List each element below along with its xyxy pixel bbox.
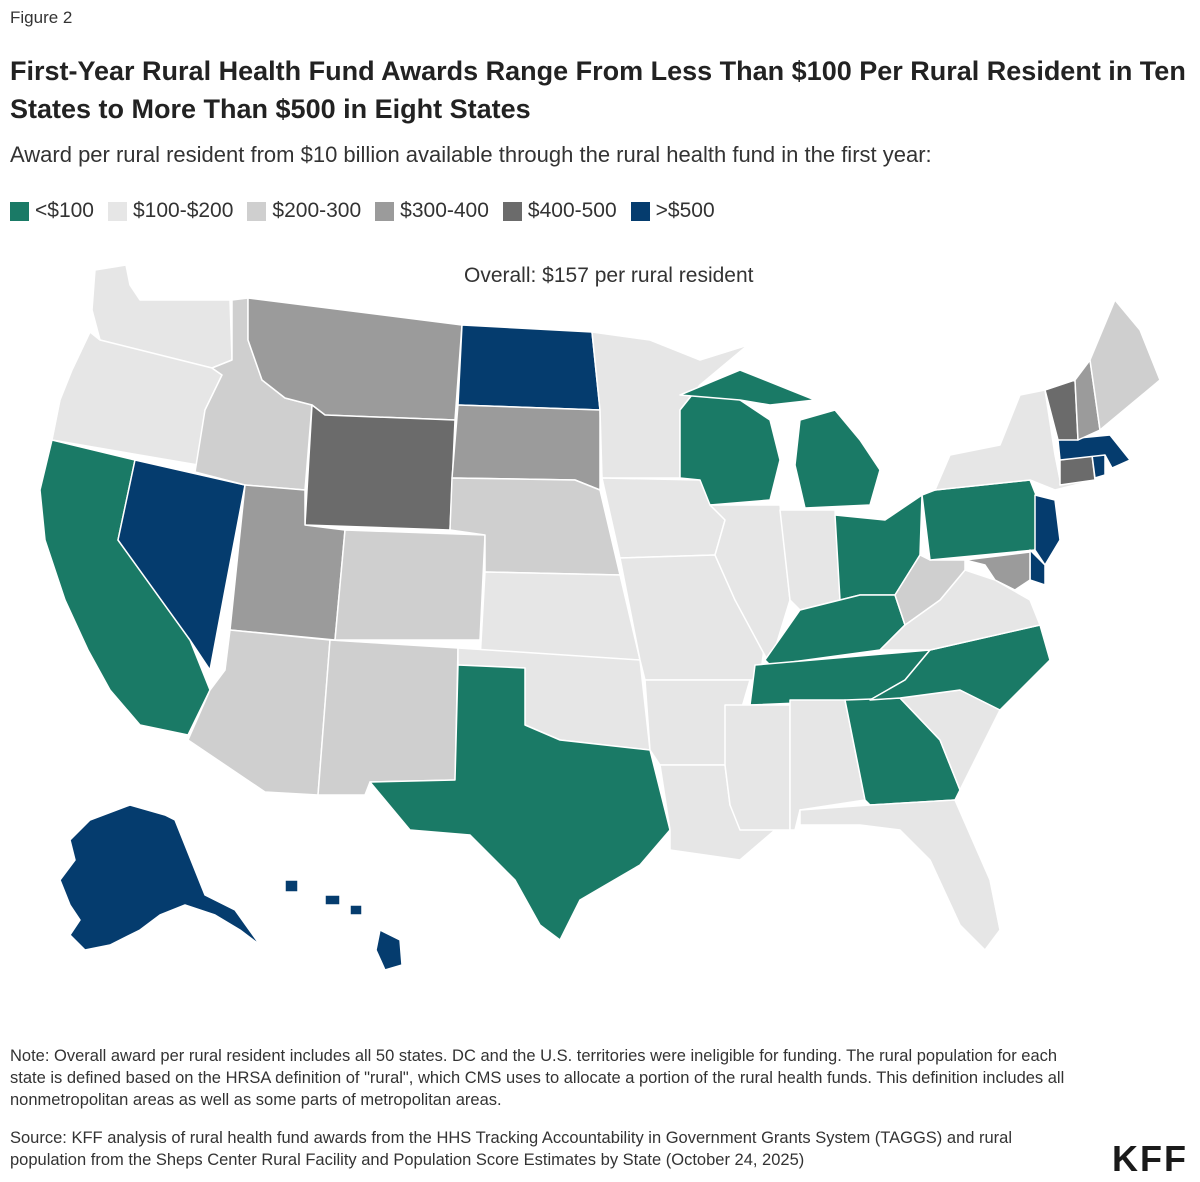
state-MI[interactable] xyxy=(679,369,881,509)
legend-label: $400-500 xyxy=(527,199,617,222)
legend-swatch xyxy=(375,201,395,221)
legend-label: >$500 xyxy=(655,199,715,222)
state-RI[interactable] xyxy=(1091,454,1106,479)
legend-swatch xyxy=(630,201,650,221)
figure-label: Figure 2 xyxy=(10,8,73,27)
state-MD[interactable] xyxy=(964,551,1031,591)
legend-item-over-500: >$500 xyxy=(630,199,715,223)
state-ME[interactable] xyxy=(1089,299,1161,431)
state-IN[interactable] xyxy=(779,509,841,611)
legend-item-300-400: $300-400 xyxy=(375,199,489,223)
legend-label: <$100 xyxy=(35,199,94,222)
legend-item-100-200: $100-$200 xyxy=(107,199,234,223)
state-ND[interactable] xyxy=(457,324,601,411)
state-WY[interactable] xyxy=(304,404,456,531)
overall-label: Overall: $157 per rural resident xyxy=(464,264,754,287)
state-HI[interactable] xyxy=(284,879,403,971)
chart-subtitle: Award per rural resident from $10 billio… xyxy=(10,142,932,167)
legend: <$100 $100-$200 $200-300 $300-400 $400-5… xyxy=(10,199,729,223)
kff-logo: KFF xyxy=(1112,1138,1188,1179)
legend-swatch xyxy=(10,201,29,221)
chart-source: Source: KFF analysis of rural health fun… xyxy=(10,1129,1013,1169)
state-WV[interactable] xyxy=(894,554,966,626)
state-MA[interactable] xyxy=(1057,434,1131,469)
legend-swatch xyxy=(107,201,127,221)
state-MS[interactable] xyxy=(724,704,791,831)
state-NY[interactable] xyxy=(934,389,1096,491)
legend-swatch xyxy=(247,201,267,221)
state-SD[interactable] xyxy=(451,404,601,491)
legend-item-400-500: $400-500 xyxy=(502,199,617,223)
state-FL[interactable] xyxy=(799,799,1001,951)
legend-label: $300-400 xyxy=(400,199,489,222)
state-AK[interactable] xyxy=(59,804,261,951)
legend-label: $200-300 xyxy=(272,199,362,222)
state-NC[interactable] xyxy=(869,624,1051,711)
chart-note: Note: Overall award per rural resident i… xyxy=(10,1047,1065,1109)
state-PA[interactable] xyxy=(921,479,1041,561)
state-KS[interactable] xyxy=(479,571,641,661)
us-state-map xyxy=(39,264,1161,971)
legend-swatch xyxy=(502,201,522,221)
legend-item-200-300: $200-300 xyxy=(247,199,361,223)
state-WA[interactable] xyxy=(91,264,233,369)
state-TX[interactable] xyxy=(369,664,671,941)
state-NJ[interactable] xyxy=(1034,494,1061,566)
legend-label: $100-$200 xyxy=(132,199,234,222)
state-NM[interactable] xyxy=(317,639,459,796)
legend-item-under-100: <$100 xyxy=(10,199,94,223)
chart-title: First-Year Rural Health Fund Awards Rang… xyxy=(10,56,1186,124)
state-CO[interactable] xyxy=(334,529,486,641)
